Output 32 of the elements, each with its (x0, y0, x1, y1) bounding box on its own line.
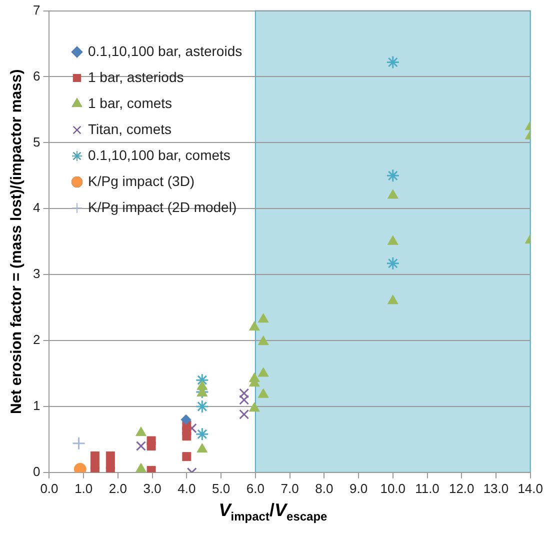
x-tick-label: 1.0 (74, 480, 93, 496)
y-tick-label: 6 (32, 68, 40, 84)
legend-label: 0.1,10,100 bar, asteroids (88, 43, 242, 59)
x-tick-label: 8.0 (315, 480, 334, 496)
y-tick-label: 3 (32, 266, 40, 282)
x-tick-label: 9.0 (349, 480, 368, 496)
y-axis-title: Net erosion factor = (mass lost)/(impactor mass) (8, 69, 26, 414)
x-tick-label: 14.0 (518, 480, 544, 496)
y-tick-label: 4 (32, 200, 40, 216)
x-tick-label: 4.0 (178, 480, 196, 496)
y-tick-label: 2 (32, 332, 40, 348)
x-tick-label: 6.0 (246, 480, 264, 496)
legend-label: Titan, comets (88, 121, 172, 137)
x-tick-label: 0.0 (40, 480, 58, 496)
y-tick-label: 5 (32, 134, 40, 150)
legend-label: 1 bar, asteriods (88, 69, 184, 85)
x-tick-label: 13.0 (483, 480, 509, 496)
x-tick-label: 5.0 (212, 480, 230, 496)
x-tick-label: 10.0 (380, 480, 406, 496)
legend-label: 0.1,10,100 bar, comets (88, 147, 230, 163)
x-tick-label: 7.0 (280, 480, 299, 496)
legend-label: 1 bar, comets (88, 95, 172, 111)
y-tick-label: 7 (32, 2, 40, 18)
x-tick-label: 11.0 (415, 480, 440, 496)
legend-label: K/Pg impact (2D model) (88, 199, 237, 215)
x-tick-label: 12.0 (448, 480, 474, 496)
y-tick-label: 0 (32, 464, 40, 479)
x-axis-title: V$_{impact}$/V$_{escape}$ (218, 500, 328, 524)
y-tick-label: 1 (32, 398, 40, 414)
x-tick-label: 2.0 (108, 480, 127, 496)
legend-label: K/Pg impact (3D) (88, 173, 195, 189)
x-tick-label: 3.0 (143, 480, 162, 496)
